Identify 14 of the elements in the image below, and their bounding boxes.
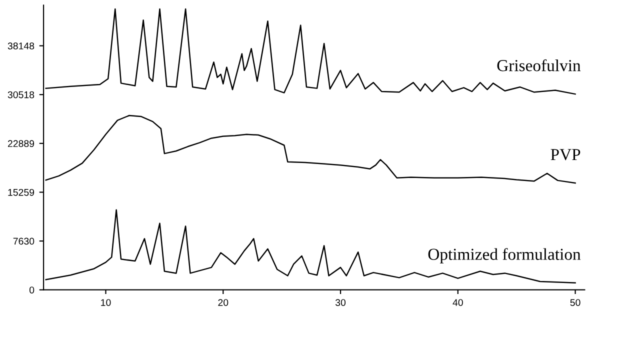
x-tick-label: 50 — [570, 299, 580, 306]
y-tick-label: 15259 — [8, 188, 34, 196]
x-tick-label: 40 — [452, 299, 463, 306]
y-tick-label: 0 — [29, 286, 34, 294]
series-label: Griseofulvin — [497, 59, 581, 72]
series-label: Optimized formulation — [428, 248, 581, 264]
y-tick-label: 38148 — [8, 42, 34, 50]
y-tick-label: 30518 — [8, 91, 34, 98]
x-tick-label: 10 — [101, 299, 111, 306]
y-tick-label: 7630 — [13, 238, 34, 245]
x-tick-label: 30 — [335, 299, 346, 306]
series-label: PVP — [550, 149, 580, 160]
x-tick-label: 20 — [218, 299, 228, 306]
y-tick-label: 22889 — [8, 140, 34, 148]
